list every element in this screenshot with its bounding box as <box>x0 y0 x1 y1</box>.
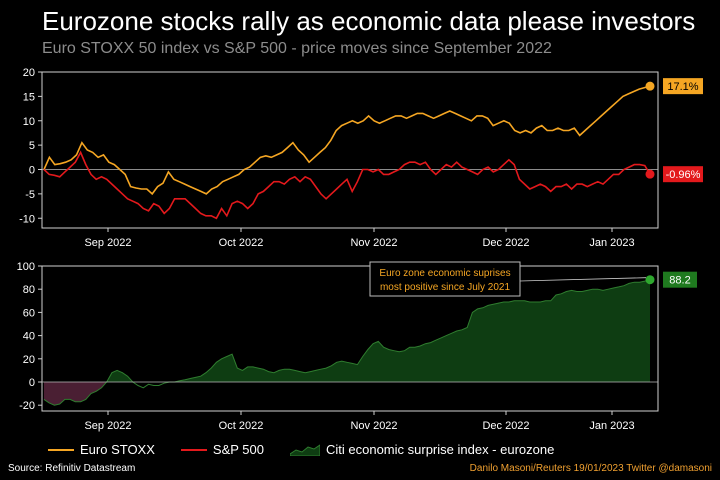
end-label-citi: 88.2 <box>669 275 690 287</box>
top-xtick-label: Dec 2022 <box>482 237 529 249</box>
top-ytick-label: 10 <box>23 116 35 128</box>
top-ytick-label: -5 <box>25 189 35 201</box>
bottom-xtick-label: Jan 2023 <box>589 420 634 432</box>
top-ytick-label: 5 <box>29 140 35 152</box>
legend-item-sp500: S&P 500 <box>180 442 264 457</box>
end-label-box-citi <box>663 271 697 288</box>
bottom-ytick-label: 20 <box>23 354 35 366</box>
top-ytick-label: 20 <box>23 67 35 79</box>
end-point-stoxx <box>645 81 655 91</box>
credit-note: Danilo Masoni/Reuters 19/01/2023 Twitter… <box>469 463 712 474</box>
legend-label-citi: Citi economic surprise index - eurozone <box>326 442 555 457</box>
top-frame <box>41 71 659 229</box>
annotation-line-1: Euro zone economic suprises <box>379 268 510 279</box>
top-panel: -10 -5 0 5 10 15 20 Sep 2022 Oct 2022 Nov 2022 Dec… <box>19 67 703 249</box>
bottom-ytick-label: 80 <box>23 284 35 296</box>
chart-title: Eurozone stocks rally as economic data p… <box>42 6 696 36</box>
bottom-xtick-label: Sep 2022 <box>84 420 131 432</box>
source-note: Source: Refinitiv Datastream <box>8 463 136 474</box>
series-line-stoxx <box>43 85 651 196</box>
end-label-stoxx: 17.1% <box>667 81 698 93</box>
annotation-box <box>369 261 521 297</box>
end-label-box-sp500 <box>663 166 703 183</box>
end-point-citi <box>645 275 655 285</box>
bottom-ytick-label: 60 <box>23 307 35 319</box>
legend-label-stoxx: Euro STOXX <box>80 442 155 457</box>
legend-item-citi: Citi economic surprise index - eurozone <box>290 442 554 457</box>
top-xtick-label: Sep 2022 <box>84 237 131 249</box>
bottom-ytick-label: 0 <box>29 377 35 389</box>
end-label-sp500: -0.96% <box>666 169 701 181</box>
area-negative-citi <box>44 382 107 406</box>
legend-label-sp500: S&P 500 <box>212 442 264 457</box>
end-point-sp500 <box>645 169 655 179</box>
top-xtick-label: Jan 2023 <box>589 237 634 249</box>
chart-subtitle: Euro STOXX 50 index vs S&P 500 - price m… <box>42 40 552 57</box>
top-xtick-label: Oct 2022 <box>219 237 264 249</box>
bottom-ytick-label: 100 <box>17 261 35 273</box>
annotation-line-2: most positive since July 2021 <box>380 282 511 293</box>
bottom-ytick-label: -20 <box>19 400 35 412</box>
legend-item-stoxx: Euro STOXX <box>48 442 155 457</box>
area-line-citi <box>43 279 651 406</box>
top-ytick-label: 0 <box>29 165 35 177</box>
bottom-panel: -20 0 20 40 60 80 100 Sep 2022 Oct 2022 Nov 2022 D… <box>17 261 697 432</box>
end-label-box-stoxx <box>663 78 703 95</box>
bottom-xtick-label: Dec 2022 <box>482 420 529 432</box>
bottom-xtick-label: Oct 2022 <box>219 420 264 432</box>
top-xtick-label: Nov 2022 <box>350 237 397 249</box>
series-line-sp500 <box>43 150 651 220</box>
top-ytick-label: 15 <box>23 91 35 103</box>
legend: Euro STOXX S&P 500 Citi economic surpris… <box>48 442 580 457</box>
bottom-xtick-label: Nov 2022 <box>350 420 397 432</box>
area-fill-citi <box>44 279 650 382</box>
bottom-ytick-label: 40 <box>23 331 35 343</box>
bottom-frame <box>41 265 659 412</box>
top-ytick-label: -10 <box>19 213 35 225</box>
annotation-leader <box>519 277 647 282</box>
